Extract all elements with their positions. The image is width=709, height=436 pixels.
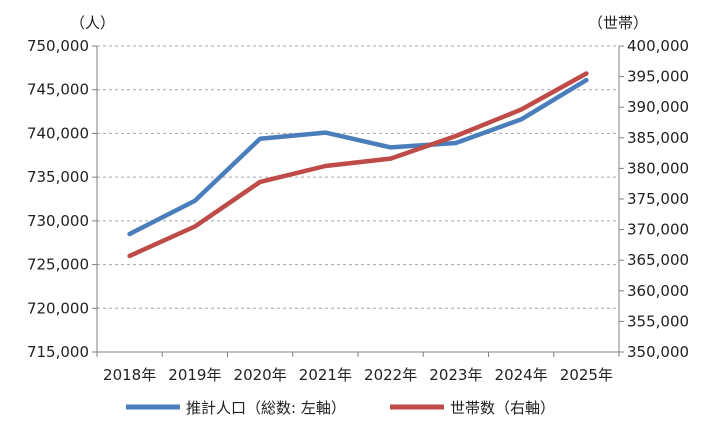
legend-label-population: 推計人口（総数: 左軸） (186, 399, 346, 417)
x-axis-tick-label: 2025年 (560, 366, 613, 384)
right-axis-tick-labels: 350,000 355,000 360,000 365,000 370,000 375,0… (627, 37, 689, 361)
gridlines (97, 45, 619, 309)
x-axis-tick-label: 2022年 (364, 366, 417, 384)
left-axis-tick-label: 730,000 (27, 212, 89, 230)
legend-label-households: 世帯数（右軸） (450, 399, 555, 417)
left-axis-tick-label: 740,000 (27, 124, 89, 142)
x-axis-tick-label: 2023年 (429, 366, 482, 384)
left-axis-tick-label: 725,000 (27, 256, 89, 274)
x-axis-tick-label: 2020年 (234, 366, 287, 384)
legend: 推計人口（総数: 左軸） 世帯数（右軸） (126, 399, 555, 417)
right-axis-tick-label: 355,000 (627, 312, 689, 330)
right-axis-tick-label: 380,000 (627, 159, 689, 177)
households-line (127, 71, 589, 259)
right-axis-tick-label: 365,000 (627, 251, 689, 269)
x-axis-tick-label: 2018年 (103, 366, 156, 384)
left-axis-tick-labels: 715,000 720,000 725,000 730,000 735,000 740,0… (27, 37, 89, 361)
right-axis-tick-label: 375,000 (627, 190, 689, 208)
population-line (127, 77, 589, 237)
left-axis-tick-label: 715,000 (27, 343, 89, 361)
left-axis-tick-label: 745,000 (27, 81, 89, 99)
series-lines (127, 71, 589, 259)
right-axis-tick-label: 360,000 (627, 282, 689, 300)
right-axis-tick-label: 370,000 (627, 221, 689, 239)
right-axis-tick-label: 350,000 (627, 343, 689, 361)
right-axis-unit-label: （世帯） (588, 14, 648, 32)
right-axis-tick-label: 390,000 (627, 98, 689, 116)
left-axis-tick-label: 735,000 (27, 168, 89, 186)
x-axis-tick-label: 2021年 (299, 366, 352, 384)
axes (92, 45, 624, 357)
left-axis-unit-label: （人） (70, 14, 115, 32)
x-axis-tick-label: 2024年 (495, 366, 548, 384)
left-axis-tick-label: 720,000 (27, 299, 89, 317)
x-axis-tick-labels: 2018年 2019年 2020年 2021年 2022年 2023年 2024年 2025年 (103, 366, 613, 384)
right-axis-tick-label: 385,000 (627, 129, 689, 147)
right-axis-tick-label: 395,000 (627, 68, 689, 86)
right-axis-tick-label: 400,000 (627, 37, 689, 55)
x-axis-tick-label: 2019年 (168, 366, 221, 384)
left-axis-tick-label: 750,000 (27, 37, 89, 55)
